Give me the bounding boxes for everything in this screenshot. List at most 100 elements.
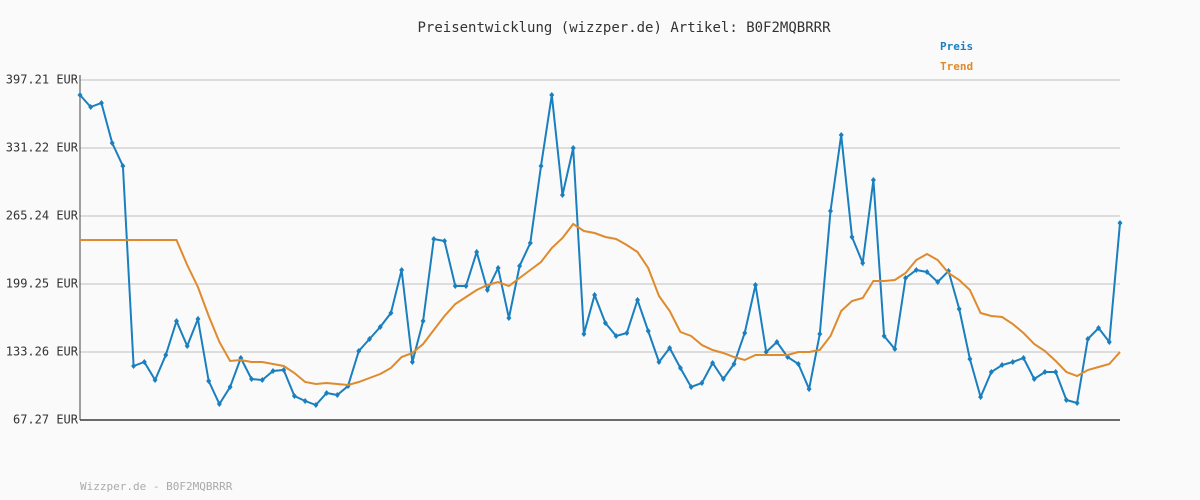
point-marker bbox=[77, 92, 83, 99]
point-marker bbox=[710, 359, 716, 366]
point-marker bbox=[463, 283, 469, 290]
point-marker bbox=[399, 267, 405, 274]
point-marker bbox=[806, 386, 812, 393]
point-marker bbox=[1096, 325, 1102, 332]
point-marker bbox=[592, 291, 598, 298]
point-marker bbox=[849, 233, 855, 240]
point-marker bbox=[517, 262, 523, 269]
point-marker bbox=[377, 323, 383, 330]
y-tick-label: 397.21 EUR bbox=[6, 73, 79, 87]
point-marker bbox=[1063, 396, 1069, 403]
point-marker bbox=[216, 400, 222, 407]
y-tick-label: 67.27 EUR bbox=[13, 413, 79, 427]
point-marker bbox=[688, 383, 694, 390]
point-marker bbox=[892, 345, 898, 352]
chart-title: Preisentwicklung (wizzper.de) Artikel: B… bbox=[417, 20, 831, 36]
point-marker bbox=[206, 377, 212, 384]
series-line bbox=[80, 222, 1121, 387]
point-marker bbox=[731, 360, 737, 367]
point-marker bbox=[624, 329, 630, 336]
point-marker bbox=[506, 315, 512, 322]
point-marker bbox=[324, 390, 330, 397]
point-marker bbox=[935, 278, 941, 285]
point-marker bbox=[109, 140, 115, 147]
point-marker bbox=[613, 333, 619, 340]
point-marker bbox=[870, 176, 876, 183]
point-marker bbox=[763, 348, 769, 355]
point-marker bbox=[988, 368, 994, 375]
point-marker bbox=[173, 318, 179, 325]
point-marker bbox=[549, 92, 555, 99]
point-marker bbox=[141, 359, 147, 366]
point-marker bbox=[795, 360, 801, 367]
point-marker bbox=[442, 238, 448, 245]
point-marker bbox=[1021, 354, 1027, 361]
point-marker bbox=[313, 402, 319, 409]
point-marker bbox=[913, 267, 919, 274]
point-marker bbox=[828, 207, 834, 214]
point-marker bbox=[635, 296, 641, 303]
point-marker bbox=[1031, 375, 1037, 382]
point-marker bbox=[120, 163, 126, 170]
point-marker bbox=[302, 398, 308, 405]
point-marker bbox=[334, 392, 340, 399]
point-marker bbox=[98, 100, 104, 107]
point-marker bbox=[742, 329, 748, 336]
point-marker bbox=[452, 283, 458, 290]
point-marker bbox=[484, 286, 490, 293]
point-marker bbox=[366, 335, 372, 342]
point-marker bbox=[495, 264, 501, 271]
point-marker bbox=[1074, 399, 1080, 406]
point-marker bbox=[956, 305, 962, 312]
point-marker bbox=[581, 331, 587, 338]
point-marker bbox=[645, 327, 651, 334]
point-marker bbox=[356, 348, 362, 355]
point-marker bbox=[227, 383, 233, 390]
point-marker bbox=[1053, 368, 1059, 375]
point-marker bbox=[838, 131, 844, 138]
point-marker bbox=[924, 269, 930, 276]
point-marker bbox=[774, 339, 780, 346]
point-marker bbox=[1106, 339, 1112, 346]
point-marker bbox=[999, 362, 1005, 369]
point-marker bbox=[570, 145, 576, 152]
point-marker bbox=[270, 368, 276, 375]
point-marker bbox=[281, 367, 287, 374]
point-marker bbox=[1085, 335, 1091, 342]
point-marker bbox=[538, 163, 544, 170]
y-tick-label: 265.24 EUR bbox=[6, 208, 79, 222]
point-marker bbox=[720, 375, 726, 382]
y-tick-label: 133.26 EUR bbox=[6, 344, 79, 358]
point-marker bbox=[420, 318, 426, 325]
point-marker bbox=[131, 363, 137, 370]
point-marker bbox=[388, 309, 394, 316]
point-marker bbox=[699, 379, 705, 386]
legend-label: Trend bbox=[940, 60, 973, 73]
point-marker bbox=[881, 333, 887, 340]
point-marker bbox=[903, 274, 909, 281]
footer: Wizzper.de - B0F2MQBRRR bbox=[80, 480, 233, 493]
point-marker bbox=[1117, 220, 1123, 227]
point-marker bbox=[163, 351, 169, 358]
point-marker bbox=[752, 282, 758, 289]
y-tick-label: 331.22 EUR bbox=[6, 141, 79, 155]
legend-label: Preis bbox=[940, 40, 973, 53]
point-marker bbox=[860, 259, 866, 266]
point-marker bbox=[527, 240, 533, 247]
point-marker bbox=[474, 248, 480, 255]
y-tick-label: 199.25 EUR bbox=[6, 276, 79, 290]
point-marker bbox=[431, 236, 437, 243]
point-marker bbox=[656, 359, 662, 366]
point-marker bbox=[602, 320, 608, 327]
point-marker bbox=[409, 359, 415, 366]
point-marker bbox=[677, 365, 683, 372]
point-marker bbox=[152, 376, 158, 383]
point-marker bbox=[1010, 359, 1016, 366]
point-marker bbox=[88, 103, 94, 110]
point-marker bbox=[967, 356, 973, 363]
point-marker bbox=[559, 192, 565, 199]
point-marker bbox=[249, 375, 255, 382]
